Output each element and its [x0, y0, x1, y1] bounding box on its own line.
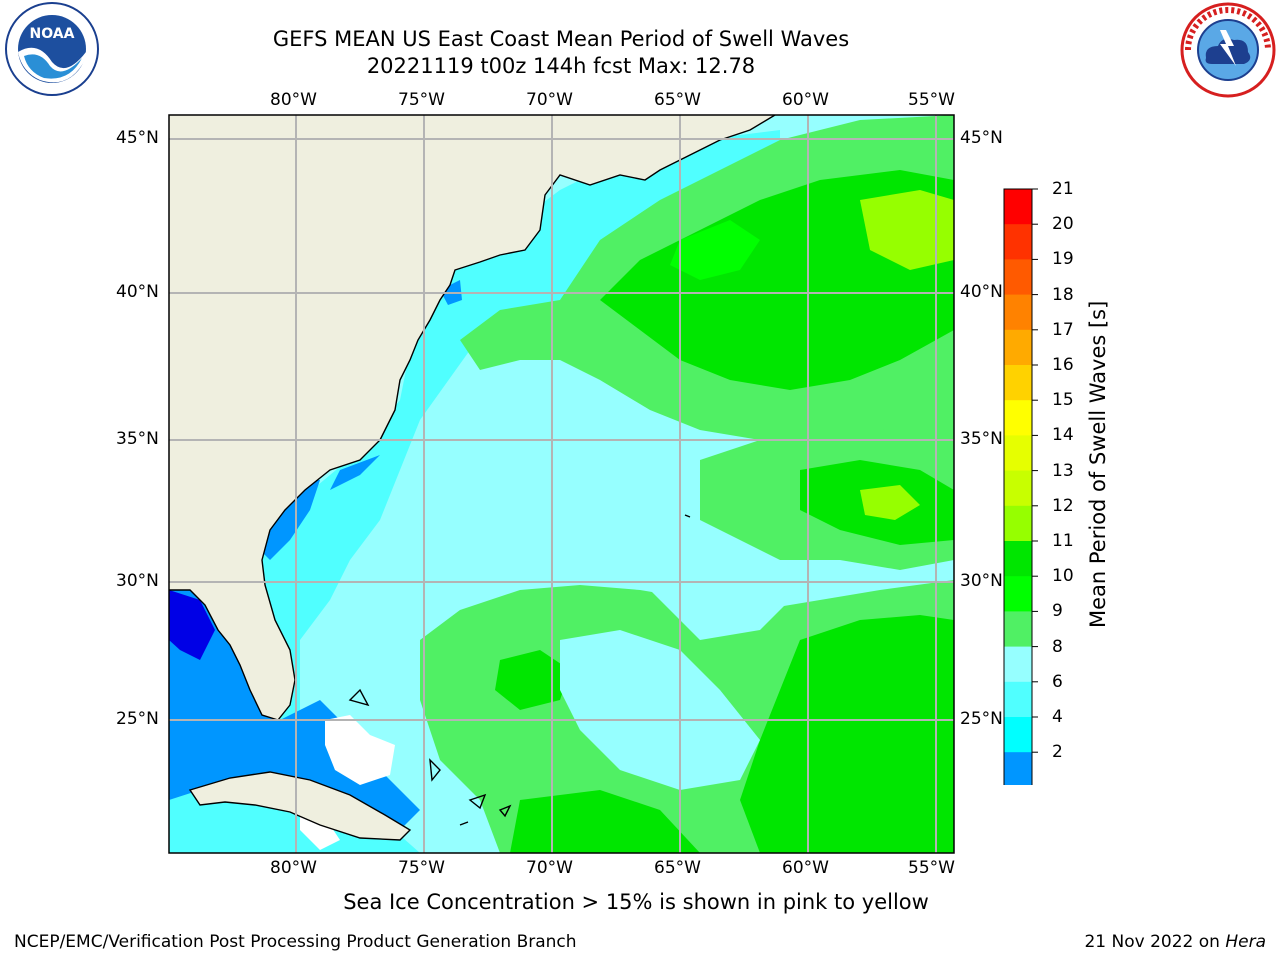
colorbar-tick-label: 14: [1052, 425, 1074, 446]
colorbar-tick-label: 16: [1052, 355, 1074, 375]
swell-period-field: [169, 115, 954, 853]
colorbar-tick-label: 6: [1052, 671, 1063, 692]
footer-date-text: 21 Nov 2022 on: [1084, 932, 1226, 952]
footer-host: Hera: [1225, 932, 1266, 952]
colorbar-tick-label: 4: [1052, 707, 1063, 727]
lon-label-top: 70°W: [526, 90, 573, 110]
lat-label-left: 45°N: [116, 128, 159, 148]
colorbar-segment: [1004, 259, 1032, 296]
colorbar-tick-label: 21: [1052, 179, 1074, 199]
colorbar-segment: [1004, 470, 1032, 507]
colorbar-segment: [1004, 505, 1032, 542]
colorbar-segment: [1004, 224, 1032, 260]
colorbar-tick-label: 10: [1052, 566, 1074, 587]
lat-label-left: 25°N: [116, 709, 159, 729]
colorbar-segment: [1004, 717, 1032, 753]
colorbar-tick-label: 18: [1052, 284, 1074, 305]
colorbar-segment: [1004, 681, 1032, 718]
lon-label-bottom: 60°W: [782, 858, 829, 878]
colorbar-tick-label: 12: [1052, 495, 1074, 516]
colorbar-tick-label: 8: [1052, 636, 1063, 657]
lon-label-bottom: 55°W: [908, 858, 955, 878]
lon-label-top: 55°W: [908, 90, 955, 110]
lat-label-left: 35°N: [116, 429, 159, 449]
lat-label-right: 45°N: [960, 128, 1003, 148]
colorbar-segment: [1004, 752, 1032, 785]
colorbar-segment: [1004, 329, 1032, 366]
lat-label-right: 35°N: [960, 429, 1003, 449]
sea-ice-caption: Sea Ice Concentration > 15% is shown in …: [343, 890, 929, 914]
colorbar-tick-label: 15: [1052, 390, 1074, 411]
footer-date: 21 Nov 2022 on Hera: [1084, 932, 1266, 952]
colorbar-segment: [1004, 365, 1032, 401]
chart-subtitle: 20221119 t00z 144h fcst Max: 12.78: [366, 54, 756, 78]
colorbar-tick-label: 20: [1052, 214, 1074, 235]
lat-label-right: 25°N: [960, 709, 1003, 729]
colorbar-title: Mean Period of Swell Waves [s]: [1086, 300, 1110, 628]
graticule: [169, 115, 954, 853]
colorbar-tick-label: 19: [1052, 249, 1074, 270]
colorbar-tick-label: 9: [1052, 601, 1063, 622]
colorbar-segment: [1004, 400, 1032, 436]
lon-label-top: 75°W: [398, 90, 445, 110]
land-north-america: [169, 115, 775, 720]
colorbar: [1003, 188, 1038, 785]
colorbar-tick-label: 2: [1052, 742, 1063, 763]
lon-label-top: 80°W: [270, 90, 317, 110]
colorbar-segment: [1004, 611, 1032, 648]
colorbar-segment: [1004, 541, 1032, 577]
lat-label-left: 30°N: [116, 571, 159, 591]
colorbar-segment: [1004, 189, 1032, 225]
colorbar-tick-label: 13: [1052, 460, 1074, 481]
colorbar-tick-label: 17: [1052, 319, 1074, 340]
footer-credit: NCEP/EMC/Verification Post Processing Pr…: [14, 932, 577, 952]
colorbar-segment: [1004, 646, 1032, 683]
colorbar-segment: [1004, 576, 1032, 612]
noaa-logo-text: NOAA: [30, 26, 75, 42]
chart-title: GEFS MEAN US East Coast Mean Period of S…: [272, 27, 850, 51]
lon-label-bottom: 75°W: [398, 858, 445, 878]
map-frame: [168, 114, 955, 854]
land-cuba: [190, 772, 410, 840]
lon-label-top: 65°W: [654, 90, 701, 110]
colorbar-segment: [1004, 294, 1032, 331]
shallow-bank: [325, 715, 395, 785]
noaa-logo: NOAA: [5, 2, 99, 96]
lon-label-bottom: 70°W: [526, 858, 573, 878]
lon-label-top: 60°W: [782, 90, 829, 110]
lon-label-bottom: 80°W: [270, 858, 317, 878]
colorbar-tick-label: 11: [1052, 531, 1074, 551]
colorbar-segment: [1004, 435, 1032, 472]
colorbar-tick-labels: 21 20 19 18 17 16 15 14 13 12 11 10 9 8 6 4 2: [1052, 0, 1112, 960]
lat-label-right: 30°N: [960, 571, 1003, 591]
colorbar-frame: [1003, 188, 1033, 785]
nws-logo: [1180, 2, 1276, 98]
coastline: [169, 115, 776, 721]
lat-label-right: 40°N: [960, 282, 1003, 302]
lat-label-left: 40°N: [116, 282, 159, 302]
lon-label-bottom: 65°W: [654, 858, 701, 878]
